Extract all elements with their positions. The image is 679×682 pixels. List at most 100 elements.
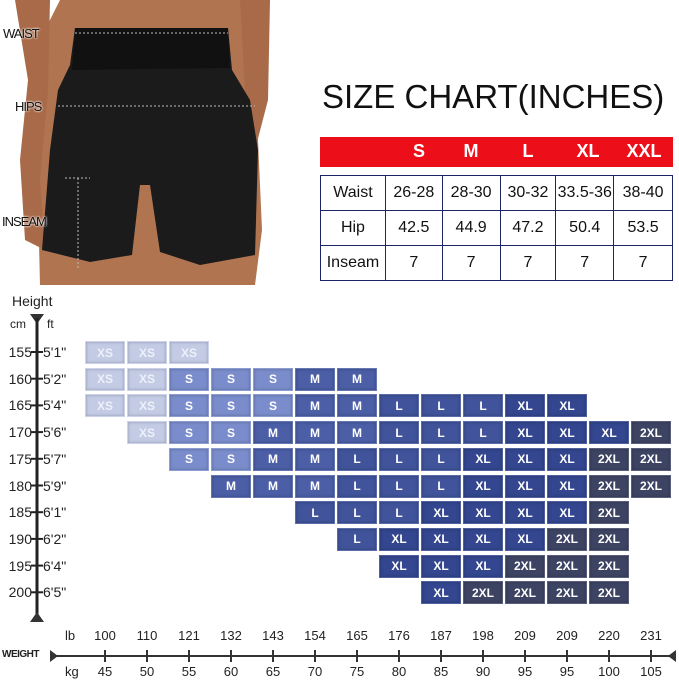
height-cm-label: 155: [8, 344, 32, 360]
size-cell: XS: [127, 341, 167, 364]
height-cm-label: 175: [8, 450, 32, 467]
size-cell: XL: [463, 447, 503, 471]
size-cell: 2XL: [547, 527, 587, 551]
size-cell: M: [295, 474, 335, 498]
weight-lb-label: 165: [346, 628, 368, 643]
size-cell: L: [421, 474, 461, 498]
size-cell: L: [337, 447, 377, 471]
weight-lb-label: 154: [304, 628, 326, 643]
size-cell: S: [211, 394, 251, 418]
table-cell: 7: [555, 245, 615, 281]
size-cell: S: [211, 367, 251, 391]
weight-lb-label: 209: [514, 628, 536, 643]
size-header-s: S: [412, 141, 426, 161]
weight-kg-label: 55: [181, 664, 197, 679]
size-cell: S: [169, 394, 209, 418]
size-cell: M: [295, 447, 335, 471]
row-label: Inseam: [320, 245, 386, 281]
size-cell: S: [253, 367, 293, 391]
size-cell: M: [295, 421, 335, 445]
height-ft-label: 6'1": [43, 504, 67, 521]
size-cell: 2XL: [463, 581, 503, 605]
table-cell: 28-30: [441, 175, 501, 211]
size-cell: L: [295, 501, 335, 525]
height-cm-label: 200: [8, 584, 32, 601]
measurement-table: Waist 26-28 28-30 30-32 33.5-36 38-40 Hi…: [320, 175, 673, 281]
weight-kg-label: 100: [598, 664, 620, 679]
size-cell: XL: [379, 554, 419, 578]
size-cell: M: [253, 447, 293, 471]
size-cell: 2XL: [589, 527, 629, 551]
size-cell: XL: [505, 474, 545, 498]
size-cell: 2XL: [547, 581, 587, 605]
weight-lb-label: 110: [136, 628, 158, 643]
cm-unit-label: cm: [10, 317, 26, 331]
size-cell: S: [169, 421, 209, 445]
table-cell: 7: [384, 245, 443, 281]
size-cell: S: [169, 447, 209, 471]
size-header-xxl: XXL: [626, 141, 662, 161]
size-cell: XL: [505, 447, 545, 471]
table-row: Hip 42.5 44.9 47.2 50.4 53.5: [320, 210, 673, 246]
weight-kg-label: 75: [349, 664, 365, 679]
size-cell: XS: [127, 421, 167, 445]
size-cell: L: [463, 421, 503, 445]
weight-kg-label: 95: [559, 664, 575, 679]
inseam-label: INSEAM: [2, 214, 47, 229]
size-cell: XL: [379, 527, 419, 551]
weight-kg-label: 95: [517, 664, 533, 679]
size-cell: M: [211, 474, 251, 498]
table-cell: 38-40: [613, 175, 673, 211]
table-row: Waist 26-28 28-30 30-32 33.5-36 38-40: [320, 175, 673, 211]
size-cell: S: [211, 421, 251, 445]
size-header-m: M: [463, 141, 479, 161]
size-header-xl: XL: [576, 141, 600, 161]
height-ft-label: 6'4": [43, 557, 67, 574]
table-cell: 42.5: [384, 210, 443, 246]
weight-kg-label: 80: [391, 664, 407, 679]
weight-lb-label: 231: [640, 628, 662, 643]
size-cell: M: [253, 421, 293, 445]
size-cell: XS: [169, 341, 209, 364]
size-cell: 2XL: [589, 581, 629, 605]
size-cell: 2XL: [505, 554, 545, 578]
table-cell: 33.5-36: [555, 175, 615, 211]
size-cell: L: [379, 394, 419, 418]
weight-axis-title: WEIGHT: [2, 649, 40, 660]
size-cell: L: [421, 421, 461, 445]
table-cell: 30-32: [499, 175, 557, 211]
size-cell: XL: [463, 501, 503, 525]
ft-unit-label: ft: [47, 317, 54, 331]
size-cell: XL: [505, 421, 545, 445]
height-ft-label: 6'2": [43, 530, 67, 547]
height-axis-top-arrow: [30, 314, 44, 324]
size-cell: S: [211, 447, 251, 471]
height-cm-label: 165: [8, 397, 32, 414]
table-row: Inseam 7 7 7 7 7: [320, 245, 673, 281]
weight-kg-label: 60: [223, 664, 239, 679]
waist-label: WAIST: [3, 26, 40, 41]
size-chart-title: SIZE CHART(INCHES): [322, 78, 665, 115]
size-cell: 2XL: [589, 447, 629, 471]
weight-lb-label: 100: [94, 628, 116, 643]
size-cell: L: [337, 474, 377, 498]
size-cell: L: [379, 421, 419, 445]
table-cell: 7: [613, 245, 673, 281]
height-cm-label: 160: [8, 370, 32, 387]
table-cell: 26-28: [384, 175, 443, 211]
size-cell: XL: [505, 527, 545, 551]
size-cell: 2XL: [547, 554, 587, 578]
size-cell: M: [295, 394, 335, 418]
weight-lb-label: 187: [430, 628, 452, 643]
size-cell: M: [337, 394, 377, 418]
weight-kg-label: 70: [307, 664, 323, 679]
size-cell: XS: [85, 367, 125, 391]
table-cell: 7: [499, 245, 557, 281]
weight-lb-label: 198: [472, 628, 494, 643]
size-cell: XL: [421, 581, 461, 605]
size-cell: XL: [463, 554, 503, 578]
height-cm-label: 180: [8, 477, 32, 494]
height-ft-label: 5'6": [43, 424, 67, 441]
weight-kg-label: 105: [640, 664, 662, 679]
